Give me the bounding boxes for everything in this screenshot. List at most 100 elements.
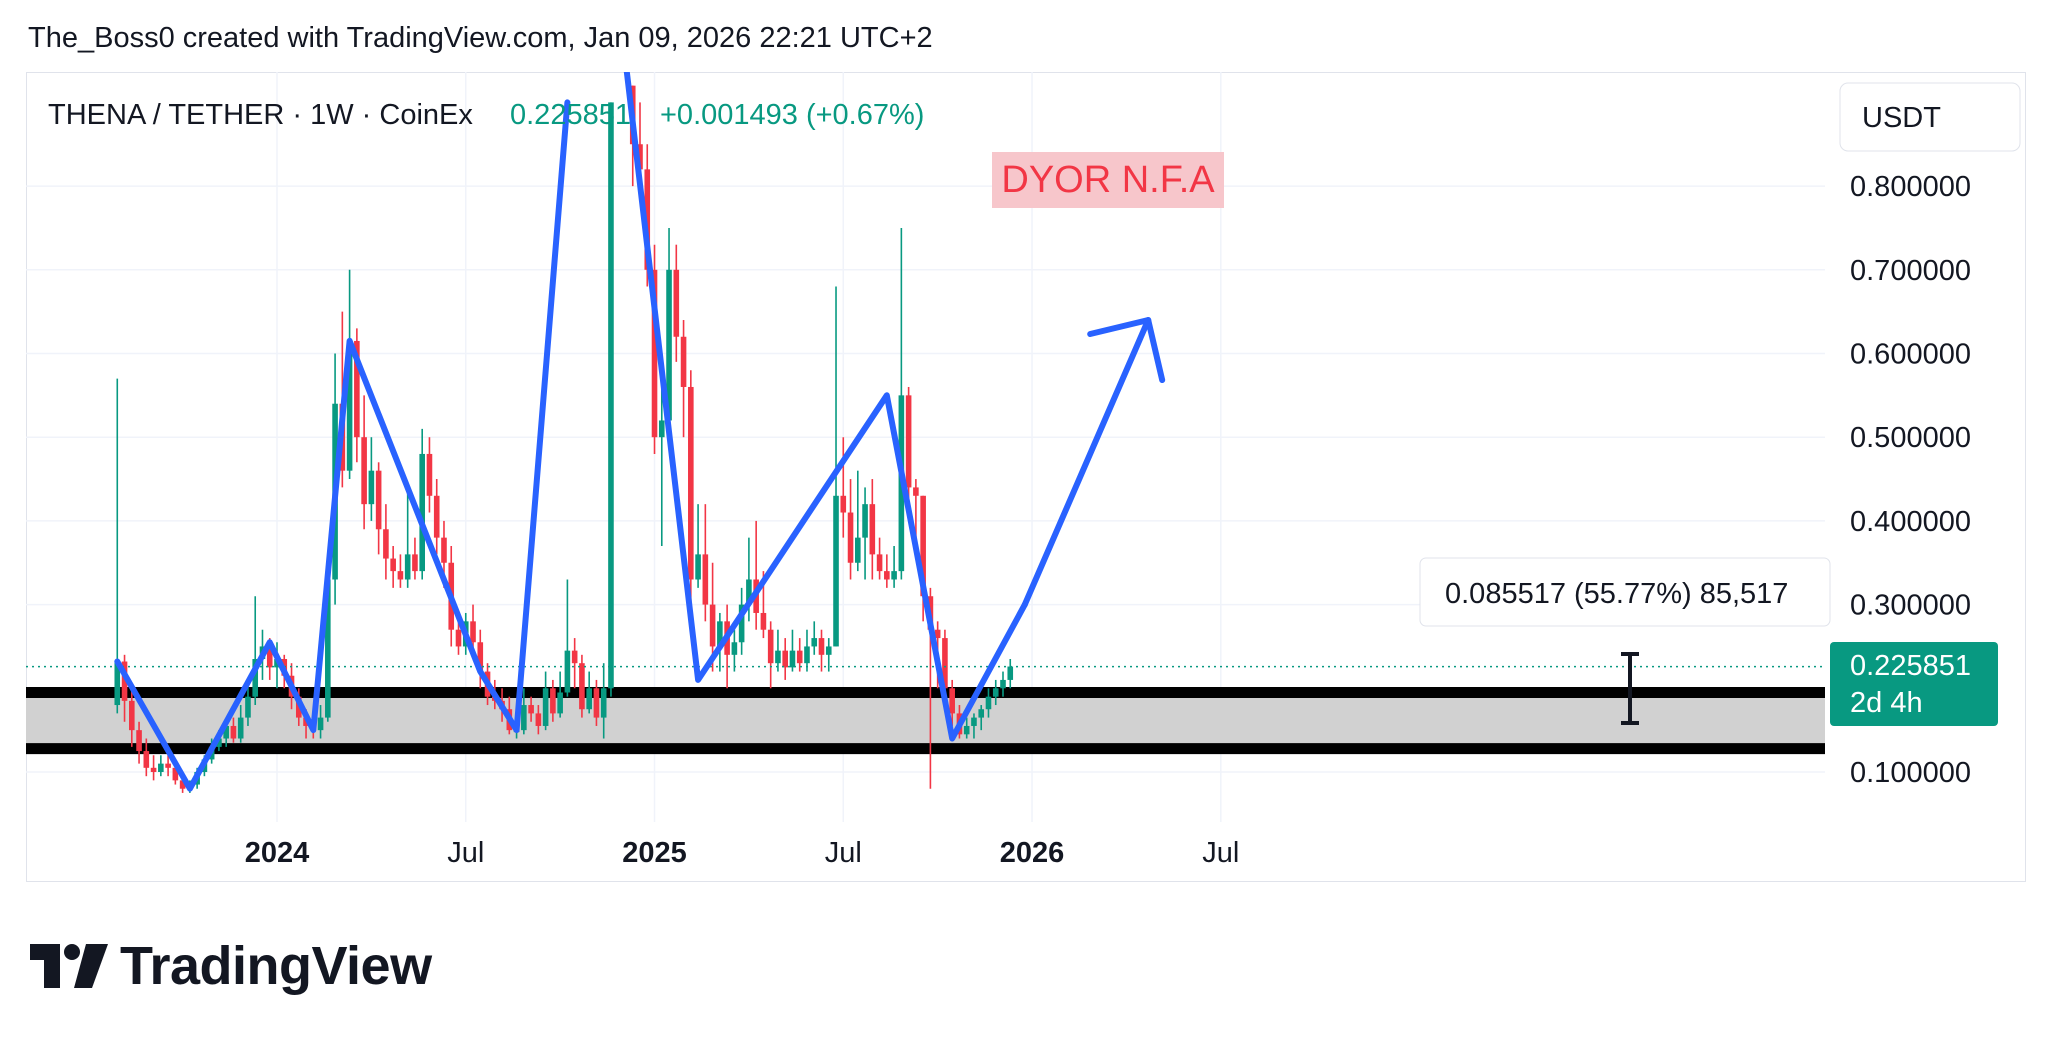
chart-frame bbox=[26, 72, 2026, 882]
candle bbox=[971, 713, 977, 739]
candle-body bbox=[383, 529, 389, 559]
candle-body bbox=[542, 688, 549, 726]
candle bbox=[564, 579, 571, 697]
price-tick-label: 0.100000 bbox=[1850, 757, 1971, 789]
candle-body bbox=[782, 650, 788, 668]
candle-body bbox=[426, 453, 433, 496]
measure-tool[interactable] bbox=[1621, 652, 1639, 725]
candle-body bbox=[129, 700, 135, 731]
candle bbox=[361, 395, 367, 530]
measure-label: 0.085517 (55.77%) 85,517 bbox=[1445, 578, 1788, 610]
candle-body bbox=[847, 512, 854, 563]
candle bbox=[695, 504, 701, 588]
candle-body bbox=[1000, 679, 1006, 689]
candle-body bbox=[1007, 666, 1014, 680]
candle bbox=[121, 654, 128, 722]
candle-body bbox=[963, 725, 970, 735]
currency-button[interactable] bbox=[1839, 82, 2021, 152]
trendlines bbox=[114, 72, 1166, 792]
candle bbox=[136, 721, 142, 764]
candle-body bbox=[644, 169, 651, 270]
candle-body bbox=[992, 688, 999, 697]
candle bbox=[811, 621, 818, 655]
candle bbox=[608, 102, 614, 697]
tradingview-logo[interactable]: TradingView bbox=[30, 935, 432, 997]
candle-body bbox=[978, 709, 985, 718]
currency-label: USDT bbox=[1862, 102, 1941, 134]
candle bbox=[978, 705, 985, 731]
price-axis: 0.800000 0.700000 0.600000 0.500000 0.400000… bbox=[1850, 171, 1971, 789]
candle-body bbox=[252, 659, 259, 697]
chart-author-header: The_Boss0 created with TradingView.com, … bbox=[28, 22, 933, 54]
current-price-tag-value: 0.225851 bbox=[1850, 650, 1971, 682]
candle-body bbox=[709, 604, 716, 647]
candle bbox=[412, 537, 418, 580]
candle bbox=[375, 462, 382, 555]
measure-label-box bbox=[1419, 557, 1831, 627]
candle bbox=[426, 437, 433, 513]
candle bbox=[804, 629, 810, 672]
candle-body bbox=[637, 144, 643, 170]
candle bbox=[433, 479, 440, 555]
candle-body bbox=[789, 650, 796, 668]
tradingview-logo-text: TradingView bbox=[120, 936, 432, 996]
candle-body bbox=[550, 688, 556, 714]
symbol-title: THENA / TETHER · 1W · CoinEx bbox=[48, 99, 473, 131]
candle-body bbox=[666, 269, 672, 421]
candle bbox=[383, 504, 389, 580]
candle bbox=[252, 596, 259, 706]
symbol-price: 0.225851 bbox=[510, 99, 631, 131]
candle-body bbox=[971, 717, 977, 726]
candle-body bbox=[245, 696, 251, 718]
candle-body bbox=[840, 495, 847, 513]
candle-body bbox=[354, 340, 360, 438]
candle-body bbox=[325, 579, 331, 718]
candle bbox=[600, 663, 607, 739]
candle bbox=[775, 629, 781, 672]
candle-body bbox=[346, 340, 353, 471]
candle-body bbox=[760, 612, 767, 630]
trendline bbox=[623, 72, 1028, 742]
candle bbox=[753, 520, 759, 630]
candle bbox=[143, 738, 150, 777]
time-tick-label: 2025 bbox=[622, 837, 687, 869]
candle bbox=[397, 554, 404, 588]
candle bbox=[550, 679, 556, 722]
candle-body bbox=[317, 717, 324, 731]
candle-body bbox=[658, 420, 665, 438]
price-tick-label: 0.600000 bbox=[1850, 339, 1971, 371]
candle-body bbox=[419, 453, 425, 572]
candle bbox=[579, 654, 585, 718]
candle-body bbox=[223, 725, 229, 739]
candle bbox=[535, 705, 542, 735]
candle-body bbox=[920, 495, 926, 597]
candle-body bbox=[934, 629, 941, 639]
candle-body bbox=[477, 642, 484, 672]
candle bbox=[404, 487, 411, 588]
candle bbox=[731, 629, 738, 672]
candle bbox=[891, 546, 897, 588]
candle bbox=[767, 621, 774, 689]
candle bbox=[651, 244, 658, 454]
candle bbox=[688, 370, 694, 605]
candle bbox=[898, 227, 905, 580]
time-tick-label: 2024 bbox=[245, 837, 310, 869]
candle-body bbox=[390, 558, 396, 572]
candle bbox=[884, 554, 890, 588]
candle-body bbox=[535, 713, 542, 726]
candle-body bbox=[397, 571, 404, 580]
candle-body bbox=[688, 386, 694, 580]
candle bbox=[114, 378, 121, 714]
candle-body bbox=[172, 767, 179, 781]
candles bbox=[114, 85, 1014, 793]
candle bbox=[1000, 671, 1006, 697]
candle-body bbox=[441, 537, 447, 563]
candle bbox=[855, 470, 861, 572]
candle-body bbox=[775, 650, 781, 664]
candle bbox=[528, 696, 534, 722]
candle bbox=[542, 671, 549, 731]
candle-body bbox=[731, 642, 738, 655]
candle bbox=[680, 320, 687, 438]
tradingview-logo-icon bbox=[30, 944, 108, 988]
